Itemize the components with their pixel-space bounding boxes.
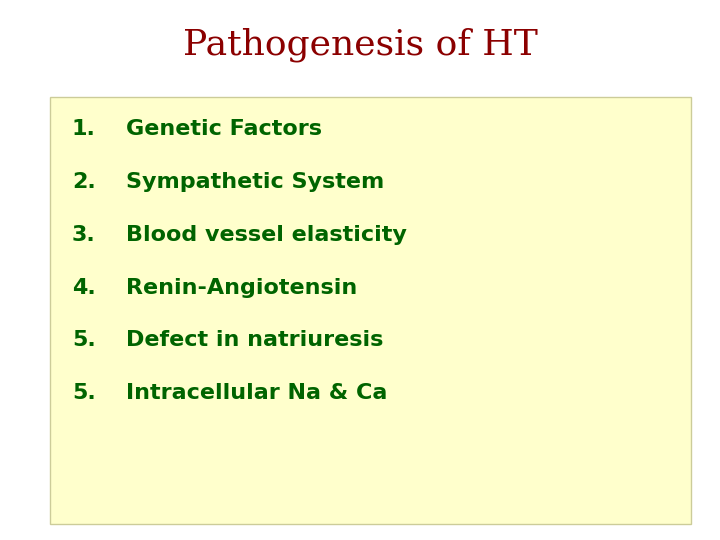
Text: 5.: 5. [72,330,96,350]
Text: Intracellular Na & Ca: Intracellular Na & Ca [126,383,387,403]
Text: 1.: 1. [72,119,96,139]
Text: Blood vessel elasticity: Blood vessel elasticity [126,225,407,245]
Text: 3.: 3. [72,225,96,245]
Text: Genetic Factors: Genetic Factors [126,119,322,139]
Text: 4.: 4. [72,278,96,298]
FancyBboxPatch shape [50,97,691,524]
Text: Renin-Angiotensin: Renin-Angiotensin [126,278,357,298]
Text: Pathogenesis of HT: Pathogenesis of HT [183,27,537,62]
Text: Sympathetic System: Sympathetic System [126,172,384,192]
Text: 5.: 5. [72,383,96,403]
Text: Defect in natriuresis: Defect in natriuresis [126,330,383,350]
Text: 2.: 2. [72,172,96,192]
